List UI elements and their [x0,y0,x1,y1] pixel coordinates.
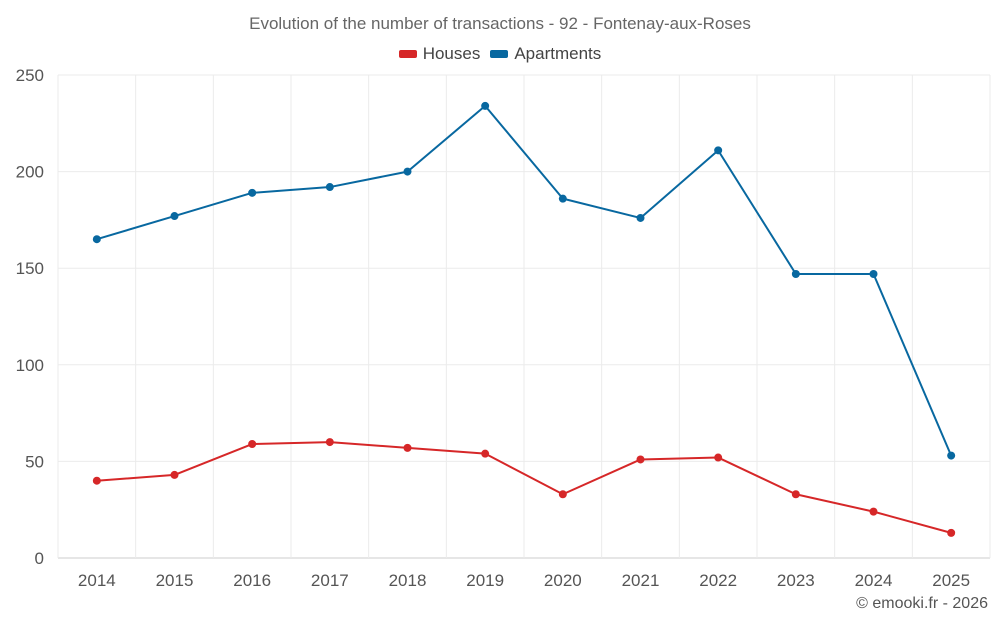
x-tick-label: 2024 [855,571,893,590]
series-line-houses [96,441,952,534]
data-point-houses-2024 [869,507,878,516]
data-point-apartments-2021 [636,213,645,222]
data-point-apartments-2024 [869,269,878,278]
y-tick-label: 0 [35,549,44,568]
x-tick-label: 2017 [311,571,349,590]
data-point-apartments-2017 [325,183,334,192]
footer-credit: © emooki.fr - 2026 [856,595,988,612]
x-tick-label: 2016 [233,571,271,590]
legend-item-houses[interactable]: Houses [398,44,481,64]
data-point-houses-2022 [714,453,723,462]
y-tick-label: 200 [16,163,44,182]
data-point-apartments-2025 [947,451,956,460]
x-tick-label: 2025 [932,571,970,590]
data-point-apartments-2018 [403,167,412,176]
data-point-houses-2018 [403,443,412,452]
x-tick-label: 2022 [699,571,737,590]
data-point-apartments-2020 [558,194,567,203]
series-line-apartments [96,104,953,456]
x-tick-label: 2023 [777,571,815,590]
data-point-houses-2014 [92,476,101,485]
data-point-apartments-2015 [170,212,179,221]
data-point-houses-2016 [248,440,257,449]
legend-item-apartments[interactable]: Apartments [490,44,601,64]
x-tick-label: 2014 [78,571,116,590]
x-tick-label: 2021 [622,571,660,590]
data-point-houses-2021 [636,455,645,464]
y-tick-label: 50 [25,452,44,471]
data-point-houses-2025 [947,528,956,537]
x-tick-label: 2019 [466,571,504,590]
x-tick-label: 2015 [156,571,194,590]
data-point-apartments-2016 [248,188,257,197]
x-tick-label: 2020 [544,571,582,590]
data-point-houses-2015 [170,470,179,479]
data-point-apartments-2023 [791,269,800,278]
y-tick-label: 250 [16,66,44,85]
legend-swatch-apartments [490,50,509,58]
data-point-apartments-2019 [481,101,490,110]
data-point-apartments-2014 [92,235,101,244]
legend-swatch-houses [398,50,417,58]
data-point-houses-2019 [481,449,490,458]
legend: Houses Apartments [0,44,1000,64]
x-tick-label: 2018 [389,571,427,590]
data-point-houses-2020 [558,490,567,499]
data-point-apartments-2022 [714,146,723,155]
chart-title: Evolution of the number of transactions … [249,14,751,33]
legend-label-apartments: Apartments [514,44,602,63]
y-tick-label: 150 [16,259,44,278]
legend-label-houses: Houses [422,44,481,63]
data-point-houses-2023 [791,490,800,499]
y-tick-label: 100 [16,356,44,375]
data-point-houses-2017 [325,438,334,447]
